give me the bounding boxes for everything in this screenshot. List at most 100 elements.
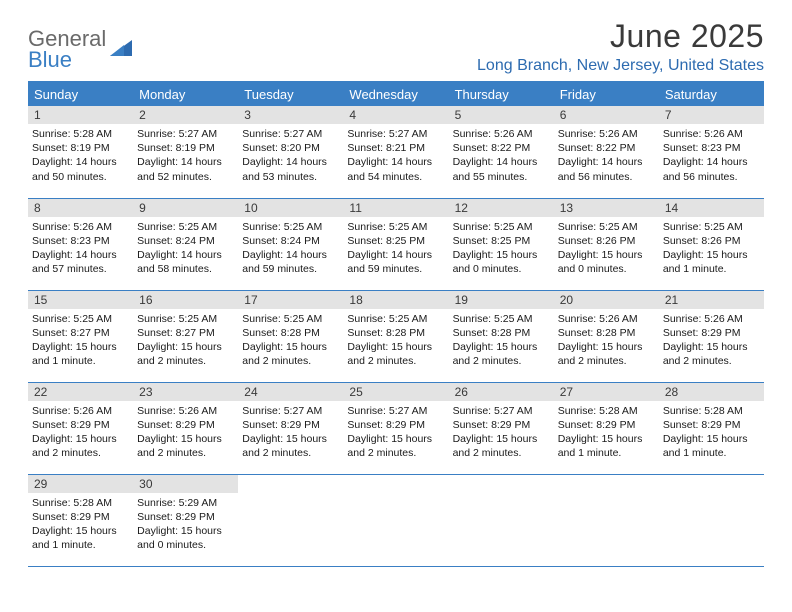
day-body: Sunrise: 5:28 AMSunset: 8:29 PMDaylight:… — [28, 493, 133, 557]
calendar-cell: 9Sunrise: 5:25 AMSunset: 8:24 PMDaylight… — [133, 198, 238, 290]
day-number: 26 — [449, 383, 554, 401]
day-body: Sunrise: 5:26 AMSunset: 8:28 PMDaylight:… — [554, 309, 659, 373]
day-body: Sunrise: 5:27 AMSunset: 8:29 PMDaylight:… — [343, 401, 448, 465]
sunrise-line: Sunrise: 5:27 AM — [453, 404, 550, 418]
sunrise-line: Sunrise: 5:28 AM — [558, 404, 655, 418]
daylight-line: Daylight: 14 hours and 59 minutes. — [242, 248, 339, 276]
calendar-cell: 11Sunrise: 5:25 AMSunset: 8:25 PMDayligh… — [343, 198, 448, 290]
daylight-line: Daylight: 15 hours and 2 minutes. — [137, 340, 234, 368]
daylight-line: Daylight: 15 hours and 2 minutes. — [347, 340, 444, 368]
day-body: Sunrise: 5:25 AMSunset: 8:25 PMDaylight:… — [343, 217, 448, 281]
daylight-line: Daylight: 14 hours and 50 minutes. — [32, 155, 129, 183]
day-body: Sunrise: 5:26 AMSunset: 8:29 PMDaylight:… — [133, 401, 238, 465]
sunrise-line: Sunrise: 5:27 AM — [242, 127, 339, 141]
sunset-line: Sunset: 8:26 PM — [663, 234, 760, 248]
daylight-line: Daylight: 15 hours and 2 minutes. — [558, 340, 655, 368]
sunrise-line: Sunrise: 5:25 AM — [453, 312, 550, 326]
sunset-line: Sunset: 8:27 PM — [32, 326, 129, 340]
day-number: 9 — [133, 199, 238, 217]
day-number: 7 — [659, 106, 764, 124]
day-number: 3 — [238, 106, 343, 124]
weekday-header: Tuesday — [238, 82, 343, 106]
logo-text-line2: Blue — [28, 49, 106, 71]
calendar-cell: 12Sunrise: 5:25 AMSunset: 8:25 PMDayligh… — [449, 198, 554, 290]
calendar-cell: 6Sunrise: 5:26 AMSunset: 8:22 PMDaylight… — [554, 106, 659, 198]
sunrise-line: Sunrise: 5:25 AM — [137, 220, 234, 234]
weekday-header: Thursday — [449, 82, 554, 106]
daylight-line: Daylight: 15 hours and 2 minutes. — [137, 432, 234, 460]
calendar-cell: 7Sunrise: 5:26 AMSunset: 8:23 PMDaylight… — [659, 106, 764, 198]
calendar-cell: 10Sunrise: 5:25 AMSunset: 8:24 PMDayligh… — [238, 198, 343, 290]
day-number: 6 — [554, 106, 659, 124]
sunrise-line: Sunrise: 5:25 AM — [453, 220, 550, 234]
month-title: June 2025 — [477, 18, 764, 55]
daylight-line: Daylight: 15 hours and 1 minute. — [32, 340, 129, 368]
calendar-cell — [238, 474, 343, 566]
logo-triangle-icon — [110, 38, 136, 63]
calendar-cell: 8Sunrise: 5:26 AMSunset: 8:23 PMDaylight… — [28, 198, 133, 290]
calendar-cell: 22Sunrise: 5:26 AMSunset: 8:29 PMDayligh… — [28, 382, 133, 474]
sunset-line: Sunset: 8:29 PM — [32, 418, 129, 432]
sunset-line: Sunset: 8:23 PM — [663, 141, 760, 155]
daylight-line: Daylight: 14 hours and 55 minutes. — [453, 155, 550, 183]
sunrise-line: Sunrise: 5:25 AM — [242, 220, 339, 234]
sunrise-line: Sunrise: 5:28 AM — [32, 496, 129, 510]
sunset-line: Sunset: 8:20 PM — [242, 141, 339, 155]
day-number: 29 — [28, 475, 133, 493]
sunset-line: Sunset: 8:19 PM — [137, 141, 234, 155]
calendar-cell: 5Sunrise: 5:26 AMSunset: 8:22 PMDaylight… — [449, 106, 554, 198]
day-number: 8 — [28, 199, 133, 217]
daylight-line: Daylight: 15 hours and 0 minutes. — [453, 248, 550, 276]
weekday-header: Friday — [554, 82, 659, 106]
day-body: Sunrise: 5:26 AMSunset: 8:22 PMDaylight:… — [449, 124, 554, 188]
day-number: 28 — [659, 383, 764, 401]
daylight-line: Daylight: 15 hours and 2 minutes. — [347, 432, 444, 460]
calendar-cell: 16Sunrise: 5:25 AMSunset: 8:27 PMDayligh… — [133, 290, 238, 382]
calendar-cell: 25Sunrise: 5:27 AMSunset: 8:29 PMDayligh… — [343, 382, 448, 474]
daylight-line: Daylight: 15 hours and 1 minute. — [663, 248, 760, 276]
sunrise-line: Sunrise: 5:27 AM — [347, 127, 444, 141]
calendar-cell: 15Sunrise: 5:25 AMSunset: 8:27 PMDayligh… — [28, 290, 133, 382]
sunset-line: Sunset: 8:25 PM — [453, 234, 550, 248]
sunset-line: Sunset: 8:28 PM — [453, 326, 550, 340]
calendar-cell: 19Sunrise: 5:25 AMSunset: 8:28 PMDayligh… — [449, 290, 554, 382]
daylight-line: Daylight: 14 hours and 52 minutes. — [137, 155, 234, 183]
calendar-cell: 17Sunrise: 5:25 AMSunset: 8:28 PMDayligh… — [238, 290, 343, 382]
day-number: 18 — [343, 291, 448, 309]
sunset-line: Sunset: 8:24 PM — [242, 234, 339, 248]
sunrise-line: Sunrise: 5:25 AM — [242, 312, 339, 326]
day-body: Sunrise: 5:29 AMSunset: 8:29 PMDaylight:… — [133, 493, 238, 557]
day-body: Sunrise: 5:27 AMSunset: 8:29 PMDaylight:… — [238, 401, 343, 465]
day-body: Sunrise: 5:25 AMSunset: 8:25 PMDaylight:… — [449, 217, 554, 281]
sunset-line: Sunset: 8:27 PM — [137, 326, 234, 340]
calendar-row: 8Sunrise: 5:26 AMSunset: 8:23 PMDaylight… — [28, 198, 764, 290]
day-number: 15 — [28, 291, 133, 309]
day-number: 11 — [343, 199, 448, 217]
day-body: Sunrise: 5:25 AMSunset: 8:24 PMDaylight:… — [238, 217, 343, 281]
sunrise-line: Sunrise: 5:25 AM — [347, 312, 444, 326]
calendar-cell: 20Sunrise: 5:26 AMSunset: 8:28 PMDayligh… — [554, 290, 659, 382]
sunset-line: Sunset: 8:21 PM — [347, 141, 444, 155]
sunrise-line: Sunrise: 5:26 AM — [453, 127, 550, 141]
daylight-line: Daylight: 15 hours and 0 minutes. — [558, 248, 655, 276]
sunset-line: Sunset: 8:29 PM — [32, 510, 129, 524]
calendar-cell: 21Sunrise: 5:26 AMSunset: 8:29 PMDayligh… — [659, 290, 764, 382]
daylight-line: Daylight: 15 hours and 2 minutes. — [32, 432, 129, 460]
daylight-line: Daylight: 14 hours and 53 minutes. — [242, 155, 339, 183]
calendar-row: 29Sunrise: 5:28 AMSunset: 8:29 PMDayligh… — [28, 474, 764, 566]
calendar-cell — [449, 474, 554, 566]
sunrise-line: Sunrise: 5:26 AM — [663, 312, 760, 326]
daylight-line: Daylight: 14 hours and 54 minutes. — [347, 155, 444, 183]
calendar-cell: 1Sunrise: 5:28 AMSunset: 8:19 PMDaylight… — [28, 106, 133, 198]
sunrise-line: Sunrise: 5:26 AM — [32, 404, 129, 418]
day-body: Sunrise: 5:28 AMSunset: 8:29 PMDaylight:… — [554, 401, 659, 465]
day-body: Sunrise: 5:25 AMSunset: 8:28 PMDaylight:… — [449, 309, 554, 373]
daylight-line: Daylight: 15 hours and 2 minutes. — [453, 340, 550, 368]
day-body: Sunrise: 5:28 AMSunset: 8:29 PMDaylight:… — [659, 401, 764, 465]
day-body: Sunrise: 5:27 AMSunset: 8:19 PMDaylight:… — [133, 124, 238, 188]
calendar-cell: 23Sunrise: 5:26 AMSunset: 8:29 PMDayligh… — [133, 382, 238, 474]
sunset-line: Sunset: 8:28 PM — [347, 326, 444, 340]
sunset-line: Sunset: 8:29 PM — [137, 510, 234, 524]
sunrise-line: Sunrise: 5:26 AM — [558, 127, 655, 141]
daylight-line: Daylight: 15 hours and 2 minutes. — [242, 340, 339, 368]
